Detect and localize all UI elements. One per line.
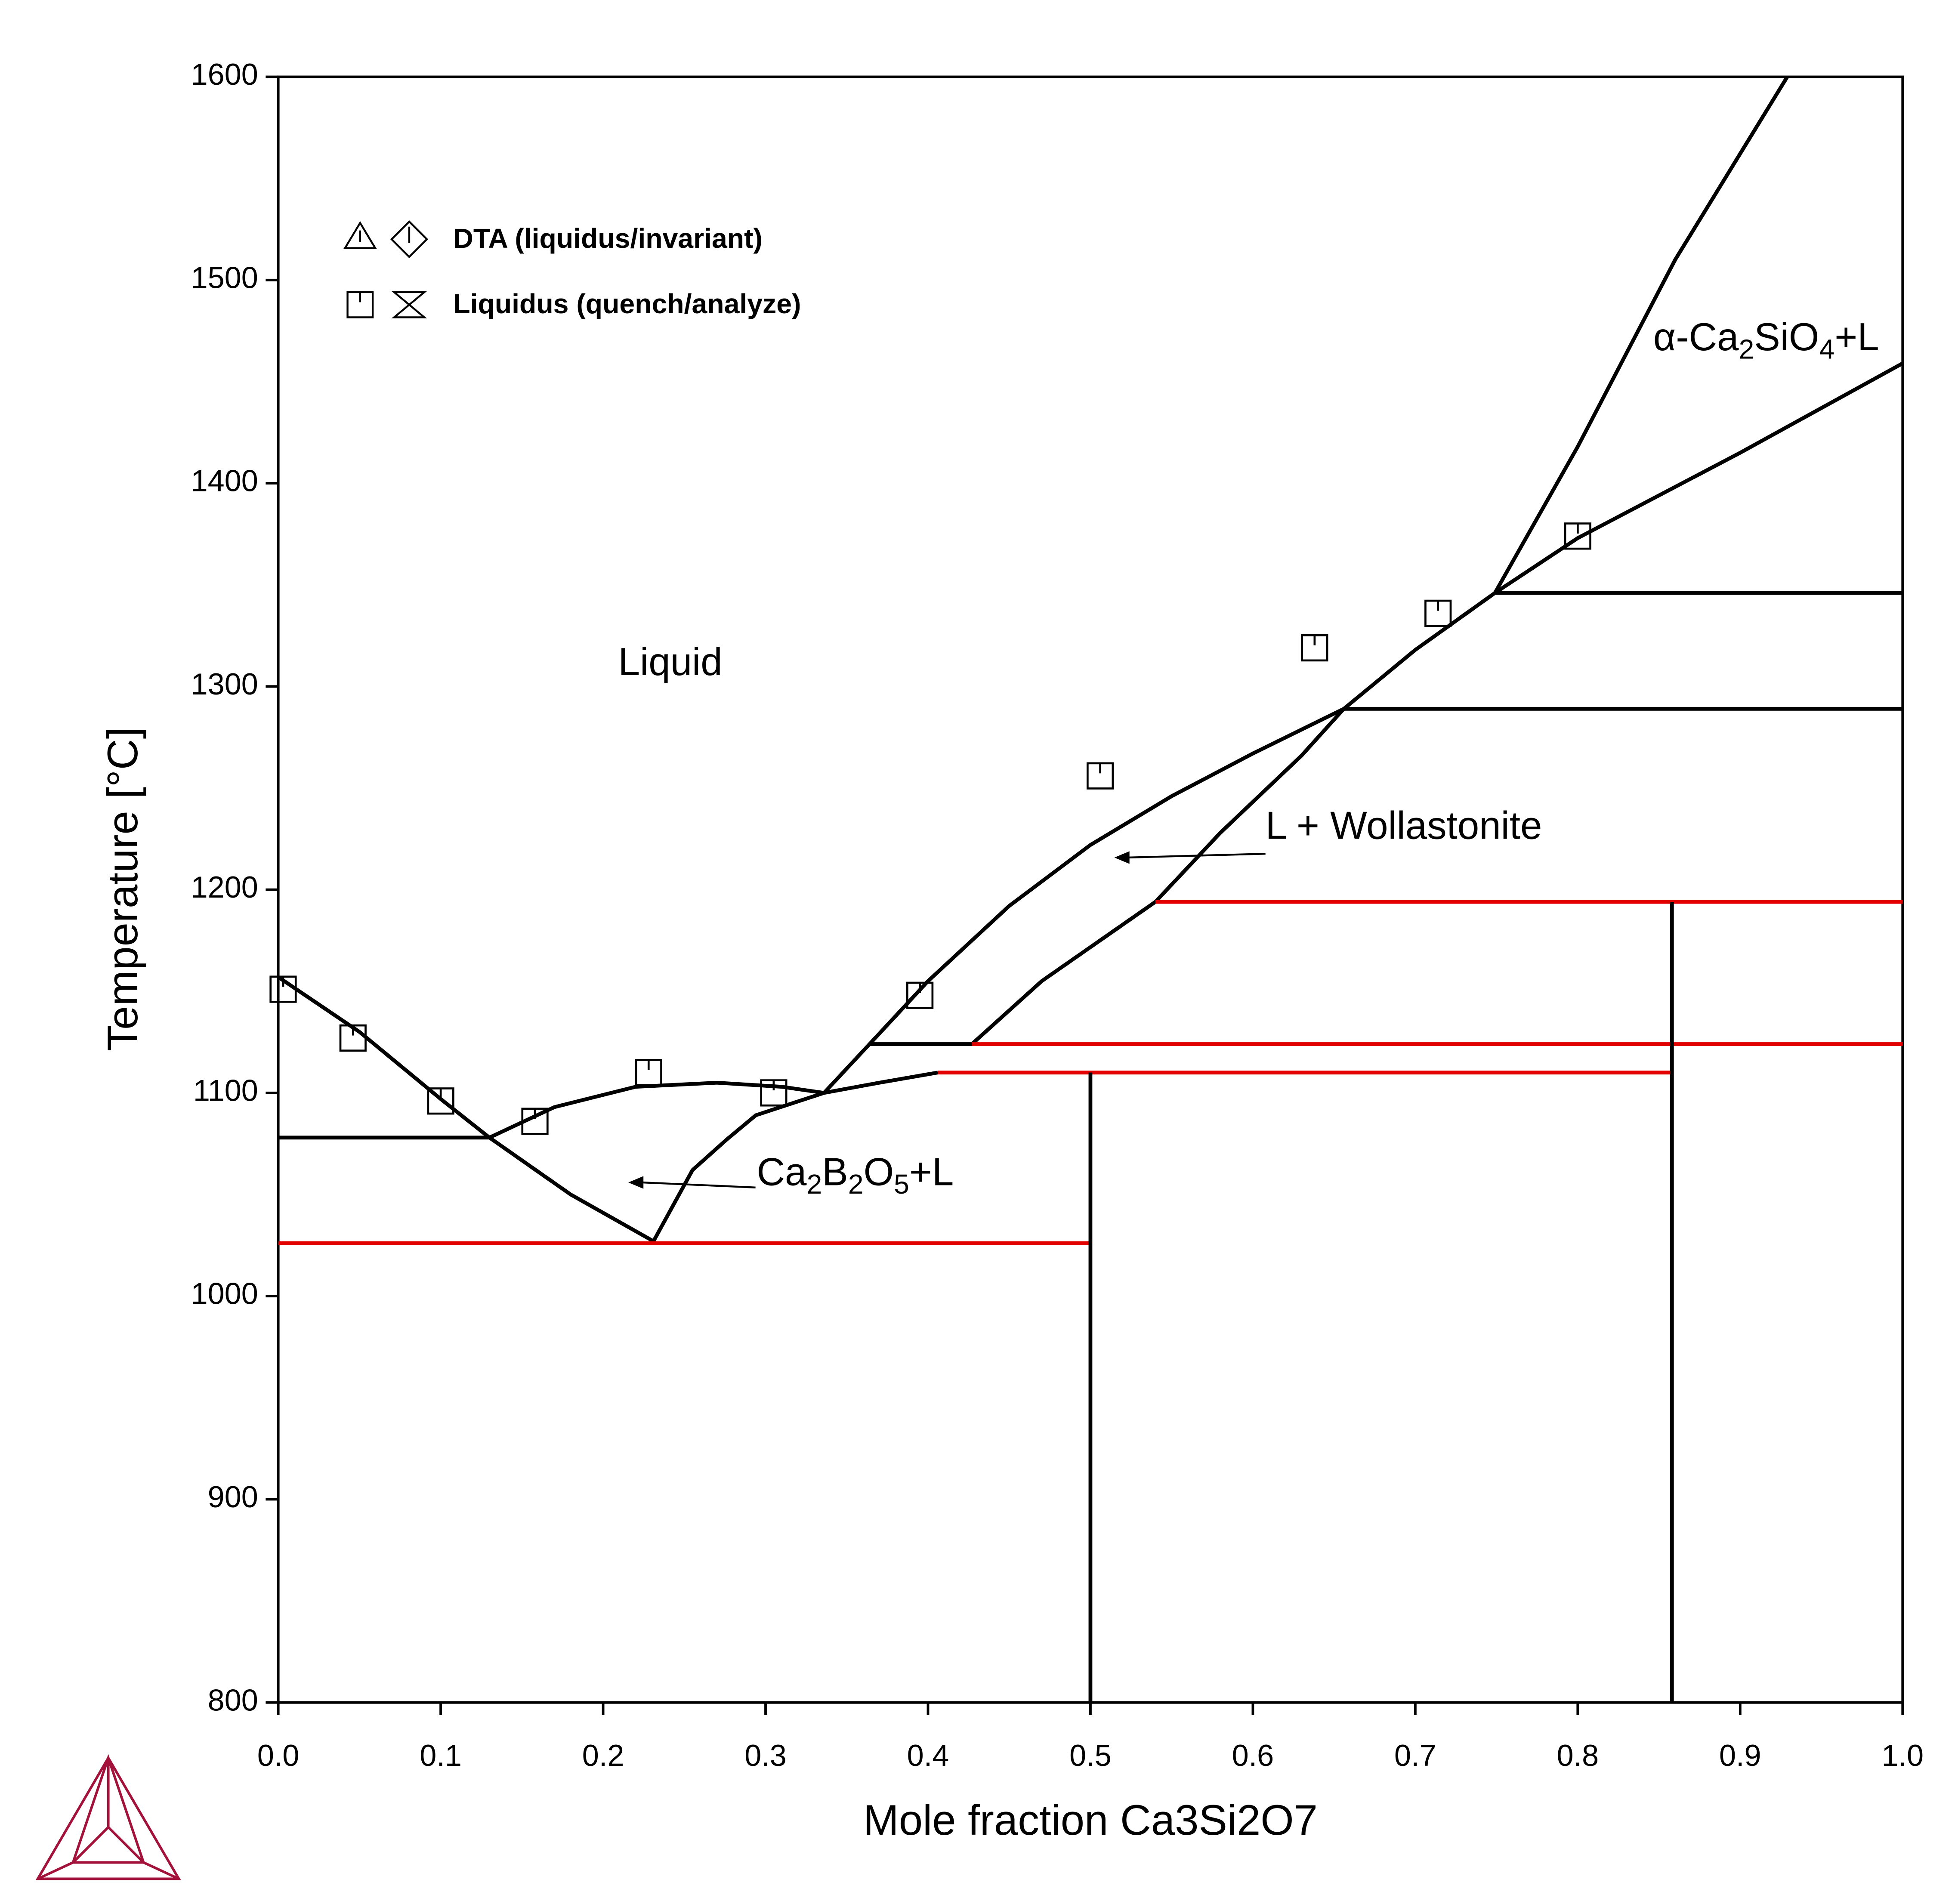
y-tick-label: 1400 [191,464,258,498]
legend [343,220,429,318]
subscript: 2 [1739,334,1754,365]
subscript: 2 [806,1169,822,1200]
legend-symbol [390,220,429,259]
phase-boundary [488,1080,825,1139]
text-run: α-Ca [1653,315,1739,359]
text-run: B [822,1150,848,1194]
phase-boundary [277,975,655,1243]
y-tick-label: 1500 [191,260,258,294]
subscript: 4 [1819,334,1834,365]
subscript: 5 [894,1169,909,1200]
y-axis-title: Temperature [°C] [99,727,147,1051]
phase-boundary [652,1071,938,1242]
legend-symbol [391,291,427,318]
phase-boundary [1493,76,1789,594]
arrow-head [628,1176,644,1189]
phase-boundary [822,707,1345,1094]
x-tick-label: 0.8 [1557,1738,1599,1772]
logo-mark [35,1754,181,1880]
text-run: +L [1834,315,1879,359]
arrow-line [642,1181,756,1188]
text-run: Ca [757,1150,807,1194]
legend-symbol [346,291,374,318]
phase-boundary [1494,361,1904,595]
x-tick-label: 0.7 [1394,1738,1436,1772]
data-point [1564,522,1591,550]
x-tick-label: 0.0 [257,1738,300,1772]
annotation: Liquid [618,640,723,684]
x-tick-label: 0.6 [1232,1738,1274,1772]
x-tick-label: 0.9 [1719,1738,1761,1772]
annotation: α-Ca2SiO4+L [1653,315,1879,364]
data-point [1424,599,1452,627]
arrow-head [1114,851,1130,864]
legend-label: DTA (liquidus/invariant) [453,223,763,254]
data-point [635,1059,662,1086]
y-tick-label: 900 [208,1480,258,1514]
data-point [1087,762,1114,790]
data-point [427,1087,454,1115]
x-tick-label: 0.1 [420,1738,462,1772]
data-point [269,975,297,1003]
x-axis-title: Mole fraction Ca3Si2O7 [863,1796,1318,1844]
legend-symbol [343,221,377,249]
y-tick-label: 1600 [191,57,258,91]
x-tick-label: 0.2 [582,1738,624,1772]
text-run: O [864,1150,894,1194]
data-point [906,981,934,1009]
data-point [521,1108,549,1135]
x-tick-label: 0.3 [744,1738,787,1772]
y-tick-label: 1300 [191,667,258,701]
y-tick-label: 800 [208,1683,258,1717]
text-run: +L [909,1150,954,1194]
subscript: 2 [848,1169,864,1200]
y-tick-label: 1000 [191,1277,258,1311]
x-tick-label: 1.0 [1881,1738,1924,1772]
data-point [339,1024,367,1052]
arrow-line [1127,853,1266,859]
data-point [1301,634,1328,662]
y-tick-label: 1200 [191,870,258,904]
data-point [760,1079,788,1107]
phase-boundary [970,591,1496,1046]
text-run: Liquid [618,640,723,684]
logo [35,1754,181,1880]
text-run: SiO [1754,315,1819,359]
text-run: L + Wollastonite [1266,804,1542,848]
y-tick-label: 1100 [193,1073,258,1107]
x-tick-label: 0.5 [1069,1738,1112,1772]
legend-label: Liquidus (quench/analyze) [453,288,801,319]
annotation: Ca2B2O5+L [757,1150,954,1199]
annotation: L + Wollastonite [1266,804,1542,848]
x-tick-label: 0.4 [907,1738,949,1772]
